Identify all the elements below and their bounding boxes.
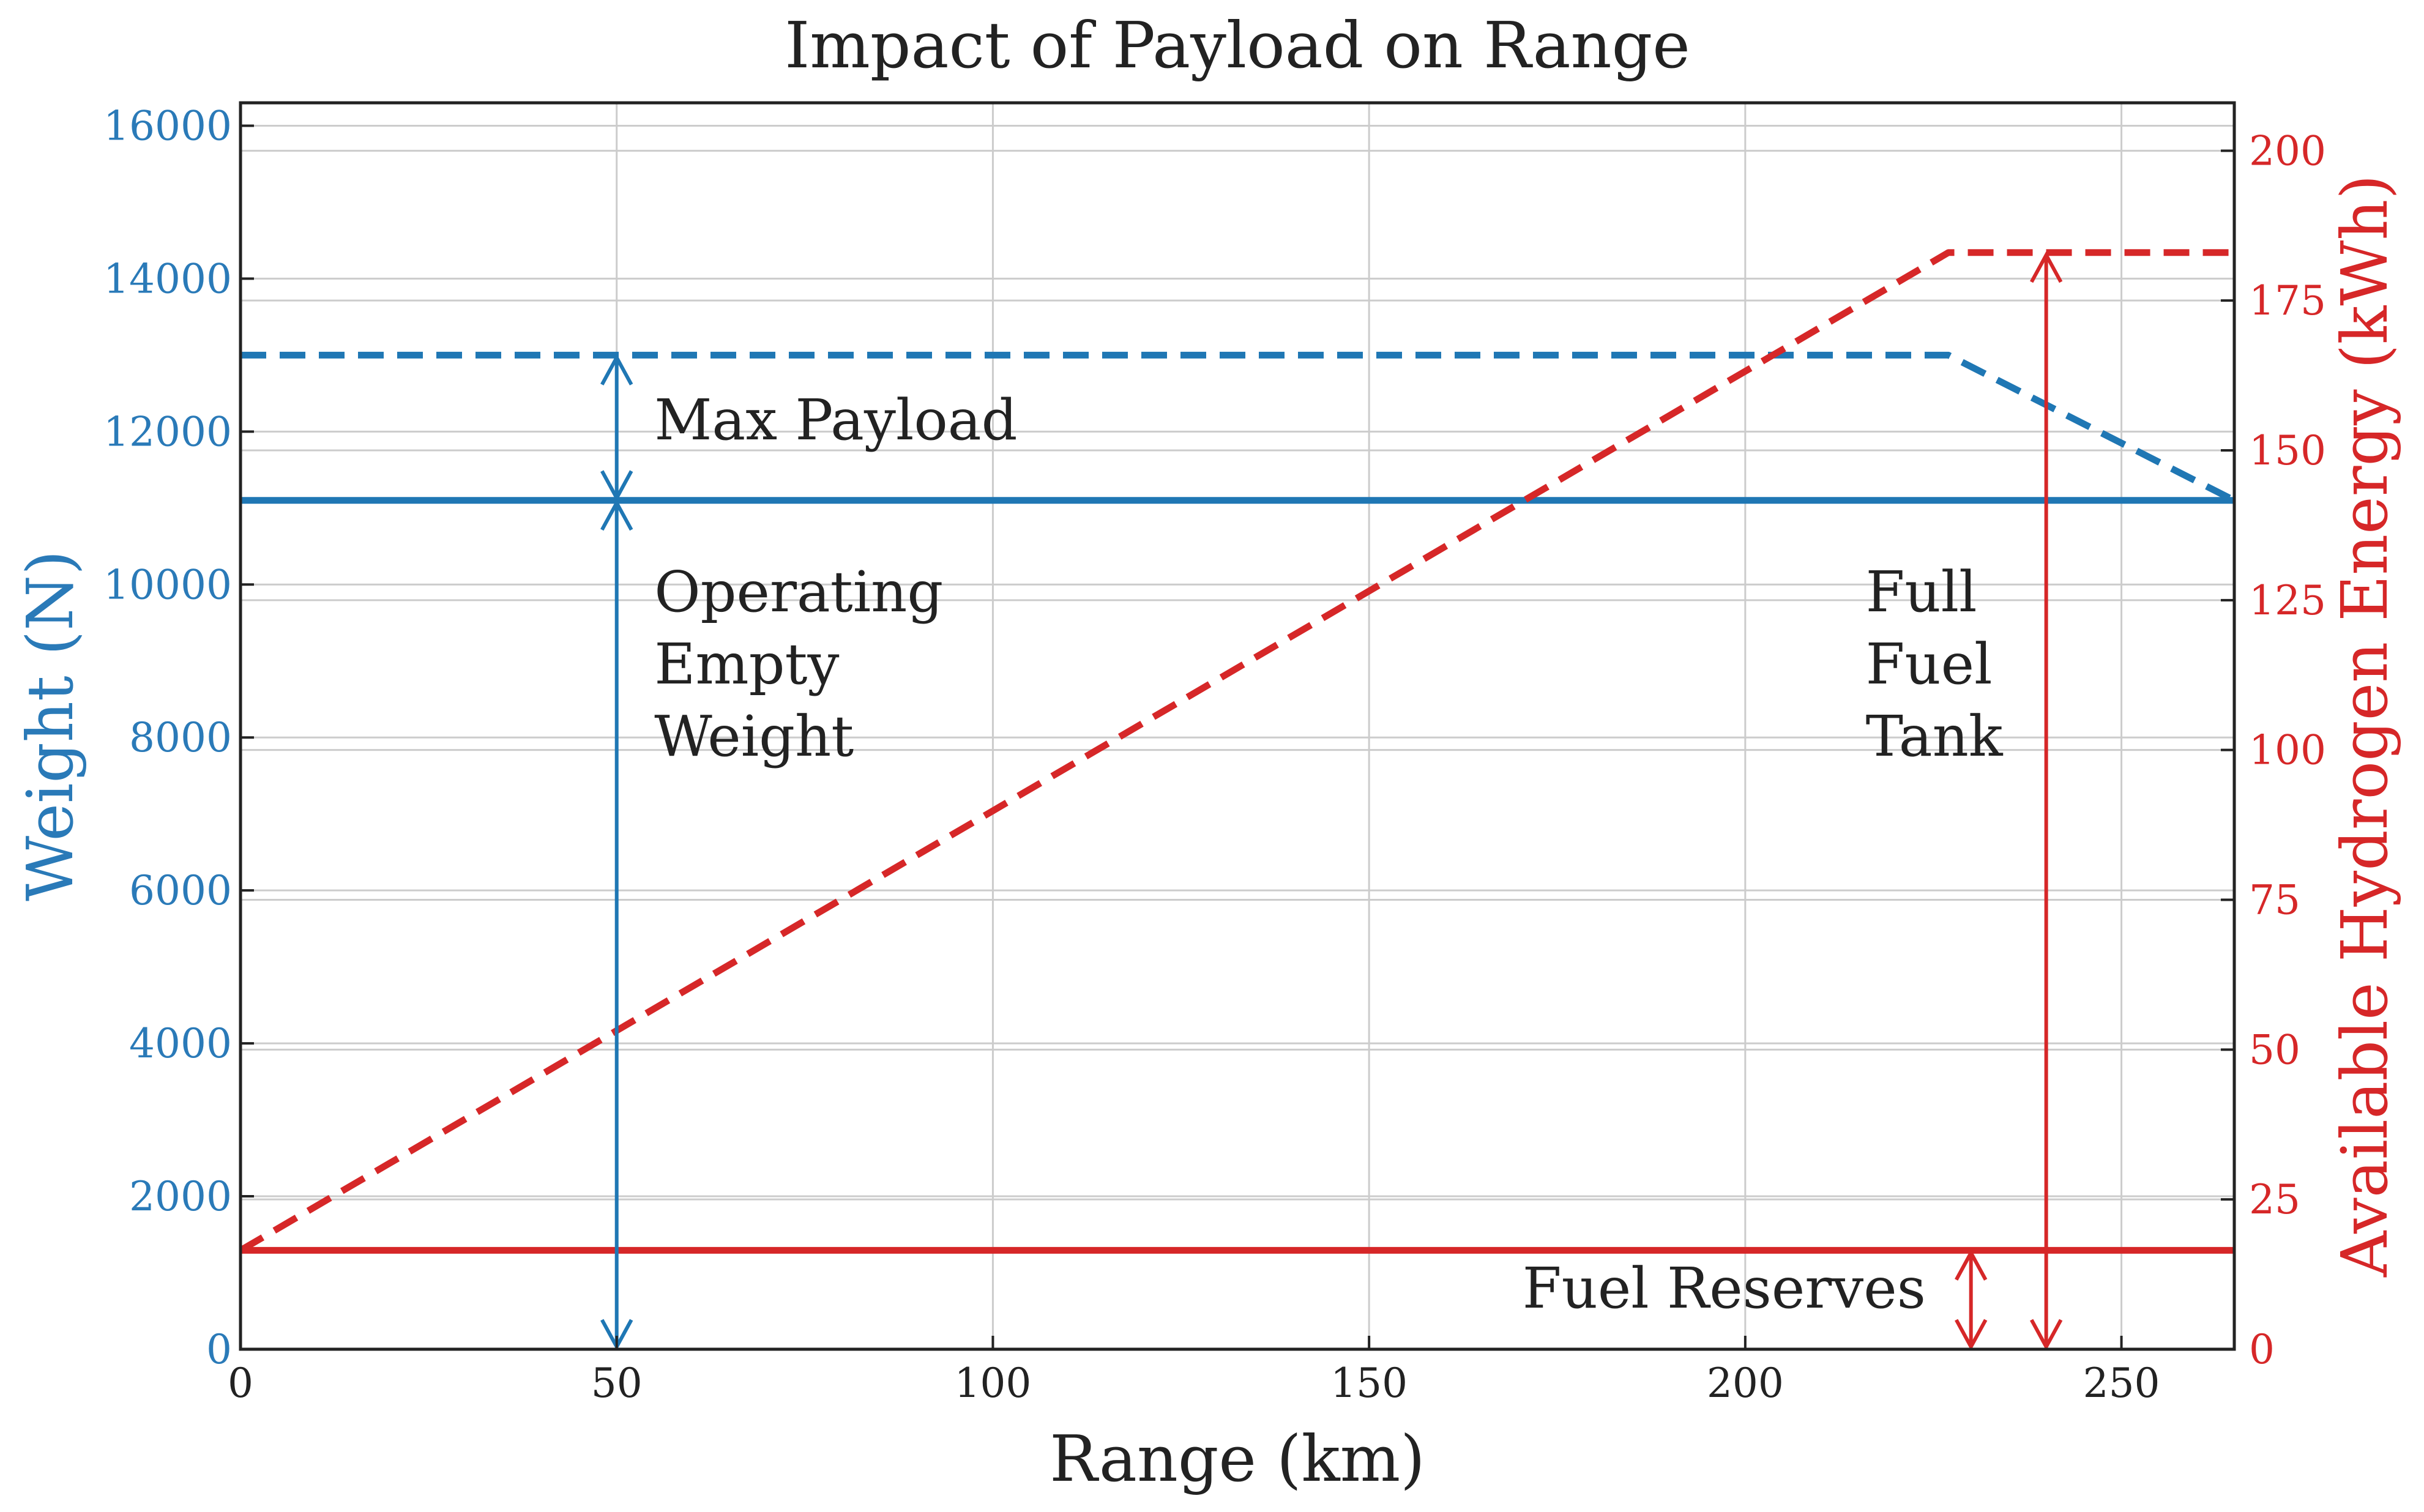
x-tick-label: 0 [228, 1360, 253, 1407]
x-tick-label: 50 [591, 1360, 643, 1407]
annotation-label: Full Fuel Tank [1866, 559, 2004, 769]
annotation-label: Max Payload [654, 387, 1017, 453]
annotation-label-line: Fuel [1866, 631, 1993, 697]
x-tick-label: 200 [1707, 1360, 1784, 1407]
y-right-tick-label: 175 [2249, 277, 2326, 324]
y-left-tick-label: 14000 [103, 255, 232, 302]
annotation-label-line: Fuel Reserves [1523, 1256, 1926, 1321]
axis-ticks: 0 50 100 150 200 2500200040006000800010000120… [103, 102, 2326, 1407]
y-right-tick-label: 75 [2249, 877, 2300, 924]
y-left-tick-label: 10000 [103, 561, 232, 608]
y-right-tick-label: 200 [2249, 127, 2326, 174]
annotation-arrow-head-down [1955, 1319, 1988, 1351]
y-axis-label-left: Weight (N) [13, 550, 88, 901]
annotation-arrow-head-down [600, 470, 633, 502]
y-left-tick-label: 4000 [129, 1020, 232, 1067]
y-right-tick-label: 0 [2249, 1326, 2275, 1373]
series-layer [241, 249, 2234, 1254]
y-right-tick-label: 150 [2249, 427, 2326, 474]
annotation-label-line: Tank [1866, 704, 2004, 769]
y-right-tick-label: 25 [2249, 1176, 2300, 1223]
annotation-layer: Max Payload Operating Empty Weight Full Fuel T… [600, 251, 2063, 1351]
annotation-arrow-head-up [1955, 1249, 1988, 1281]
y-left-tick-label: 0 [206, 1326, 232, 1373]
annotation-label-line: Full [1866, 559, 1977, 625]
x-tick-label: 150 [1330, 1360, 1408, 1407]
y-left-tick-label: 2000 [129, 1173, 232, 1220]
chart-title: Impact of Payload on Range [785, 8, 1690, 83]
y-left-tick-label: 12000 [103, 408, 232, 455]
x-tick-label: 250 [2083, 1360, 2160, 1407]
x-axis-label: Range (km) [1050, 1421, 1425, 1496]
energy-dashed-line [241, 249, 2234, 1254]
y-right-tick-label: 100 [2249, 727, 2326, 774]
plot-frame [239, 101, 2236, 1351]
annotation-label: Operating Empty Weight [654, 559, 943, 769]
y-right-tick-label: 50 [2249, 1026, 2300, 1073]
annotation-label-line: Operating [654, 559, 943, 625]
annotation-arrow-head-down [2030, 1319, 2063, 1351]
annotation-label: Fuel Reserves [1523, 1256, 1926, 1321]
y-left-tick-label: 16000 [103, 102, 232, 149]
annotation-label-line: Empty [654, 631, 839, 697]
y-left-tick-label: 8000 [129, 714, 232, 761]
y-left-tick-label: 6000 [129, 867, 232, 914]
y-right-tick-label: 125 [2249, 577, 2326, 624]
annotation-arrow-head-up [2030, 251, 2063, 283]
annotation-arrow-head-up [600, 354, 633, 385]
x-tick-label: 100 [954, 1360, 1031, 1407]
annotation-arrow-head-up [600, 499, 633, 531]
y-axis-label-right: Available Hydrogen Energy (kWh) [2327, 174, 2402, 1278]
annotation-label-line: Weight [654, 704, 854, 769]
weight-dashed-line [241, 351, 2234, 504]
annotation-label-line: Max Payload [654, 387, 1017, 453]
